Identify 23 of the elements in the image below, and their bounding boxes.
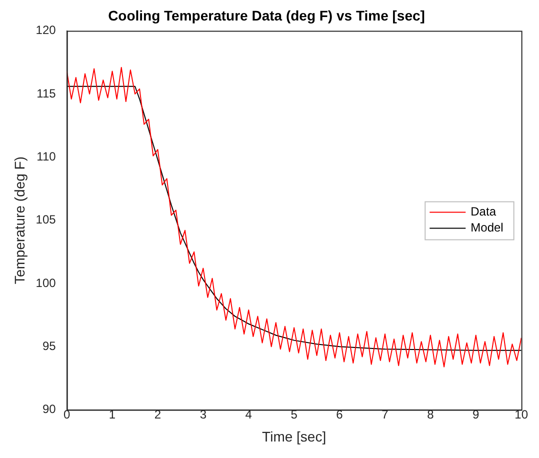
x-tick-label: 1 (108, 407, 116, 422)
chart-title: Cooling Temperature Data (deg F) vs Time [sec] (108, 7, 425, 24)
y-tick-label: 90 (42, 402, 56, 416)
y-tick-label: 95 (42, 338, 56, 353)
x-tick-label: 0 (63, 407, 70, 422)
x-tick-label: 9 (472, 407, 480, 422)
x-tick-label: 8 (427, 407, 434, 422)
y-axis-title: Temperature (deg F) (11, 156, 28, 284)
x-tick-label: 4 (245, 407, 252, 422)
y-tick-label: 110 (36, 149, 56, 164)
x-tick-label: 3 (200, 407, 207, 422)
y-tick-label: 120 (36, 23, 56, 38)
x-tick-label: 2 (154, 407, 162, 422)
x-tick-label: 6 (336, 407, 344, 422)
y-tick-label: 115 (36, 86, 56, 100)
legend-label: Data (470, 204, 496, 219)
x-tick-label: 10 (514, 407, 528, 422)
x-axis-title: Time [sec] (262, 428, 326, 444)
x-tick-label: 5 (290, 407, 298, 422)
x-tick-label: 7 (382, 407, 389, 422)
legend-label: Model (470, 220, 504, 235)
y-tick-label: 100 (36, 276, 56, 290)
y-tick-label: 105 (36, 212, 56, 227)
